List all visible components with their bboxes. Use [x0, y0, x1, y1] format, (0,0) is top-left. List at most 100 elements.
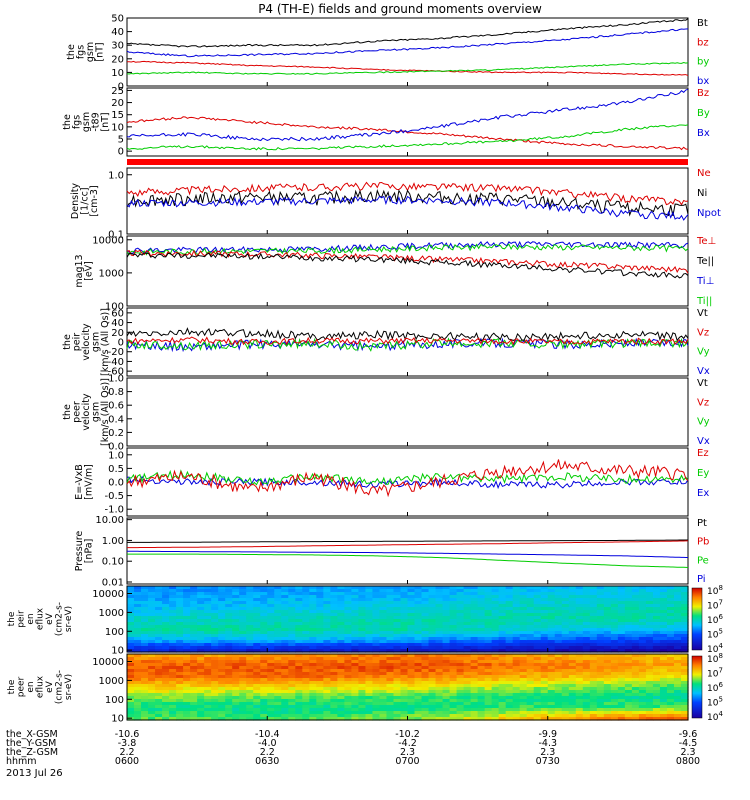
spectrogram-cell [638, 666, 647, 670]
spectrogram-cell [225, 693, 233, 697]
spectrogram-cell [372, 637, 381, 641]
spectrogram-cell [190, 589, 198, 593]
spectrogram-cell [218, 690, 226, 694]
spectrogram-cell [295, 666, 303, 670]
spectrogram-cell [582, 595, 591, 599]
spectrogram-cell [302, 693, 310, 697]
spectrogram-cell [652, 625, 661, 629]
spectrogram-cell [148, 649, 156, 653]
spectrogram-cell [449, 675, 458, 679]
series-line [126, 61, 689, 75]
spectrogram-cell [197, 622, 205, 626]
spectrogram-cell [407, 660, 416, 664]
spectrogram-cell [596, 669, 605, 673]
spectrogram-cell [169, 672, 177, 676]
spectrogram-cell [400, 628, 409, 632]
spectrogram-cell [134, 666, 142, 670]
spectrogram-cell [225, 708, 233, 712]
legend-entry: Bt [697, 18, 708, 29]
spectrogram-cell [148, 654, 156, 658]
spectrogram-cell [148, 637, 156, 641]
spectrogram-cell [505, 654, 514, 658]
spectrogram-cell [351, 678, 360, 682]
spectrogram-cell [540, 598, 549, 602]
panel-frame [126, 517, 689, 585]
spectrogram-cell [183, 693, 191, 697]
spectrogram-cell [330, 696, 338, 700]
spectrogram-cell [631, 660, 640, 664]
spectrogram-cell [554, 607, 563, 611]
spectrogram-cell [365, 628, 374, 632]
spectrogram-cell [344, 592, 352, 596]
spectrogram-cell [652, 672, 661, 676]
spectrogram-cell [505, 666, 514, 670]
spectrogram-cell [631, 607, 640, 611]
spectrogram-cell [218, 708, 226, 712]
spectrogram-cell [183, 628, 191, 632]
spectrogram-cell [624, 681, 633, 685]
spectrogram-cell [638, 604, 647, 608]
spectrogram-cell [575, 684, 584, 688]
spectrogram-cell [645, 711, 654, 715]
spectrogram-cell [624, 708, 633, 712]
spectrogram-cell [554, 637, 563, 641]
spectrogram-cell [498, 595, 507, 599]
spectrogram-cell [337, 717, 345, 721]
spectrogram-cell [162, 657, 170, 661]
spectrogram-cell [624, 592, 633, 596]
spectrogram-cell [134, 610, 142, 614]
spectrogram-cell [134, 672, 142, 676]
spectrogram-cell [183, 610, 191, 614]
spectrogram-cell [435, 625, 444, 629]
spectrogram-cell [232, 681, 240, 685]
spectrogram-cell [512, 705, 521, 709]
spectrogram-cell [645, 708, 654, 712]
spectrogram-cell [379, 690, 388, 694]
spectrogram-cell [491, 619, 500, 623]
spectrogram-cell [274, 717, 282, 721]
spectrogram-cell [218, 717, 226, 721]
spectrogram-cell [134, 622, 142, 626]
spectrogram-cell [442, 637, 451, 641]
spectrogram-cell [393, 613, 402, 617]
spectrogram-cell [631, 640, 640, 644]
spectrogram-cell [260, 666, 268, 670]
spectrogram-cell [477, 610, 486, 614]
spectrogram-cell [610, 601, 619, 605]
spectrogram-cell [624, 616, 633, 620]
spectrogram-cell [407, 595, 416, 599]
spectrogram-cell [344, 640, 352, 644]
y-tick-label: 1.0 [108, 170, 124, 181]
spectrogram-cell [232, 646, 240, 650]
spectrogram-cell [442, 681, 451, 685]
spectrogram-cell [505, 634, 514, 638]
spectrogram-cell [554, 663, 563, 667]
spectrogram-cell [554, 625, 563, 629]
spectrogram-cell [512, 693, 521, 697]
spectrogram-cell [379, 708, 388, 712]
legend-entry: Ti⊥ [696, 276, 714, 287]
spectrogram-cell [260, 684, 268, 688]
spectrogram-cell [295, 702, 303, 706]
spectrogram-cell [491, 669, 500, 673]
spectrogram-cell [498, 610, 507, 614]
spectrogram-cell [379, 705, 388, 709]
spectrogram-cell [505, 684, 514, 688]
spectrogram-cell [582, 690, 591, 694]
spectrogram-cell [603, 595, 612, 599]
spectrogram-cell [281, 702, 289, 706]
spectrogram-cell [421, 684, 430, 688]
spectrogram-cell [638, 684, 647, 688]
spectrogram-cell [449, 699, 458, 703]
spectrogram-cell [183, 708, 191, 712]
spectrogram-cell [624, 705, 633, 709]
spectrogram-cell [645, 601, 654, 605]
spectrogram-cell [351, 649, 360, 653]
spectrogram-cell [288, 634, 296, 638]
spectrogram-cell [323, 598, 331, 602]
spectrogram-cell [617, 625, 626, 629]
spectrogram-cell [575, 595, 584, 599]
spectrogram-cell [393, 708, 402, 712]
spectrogram-cell [505, 696, 514, 700]
